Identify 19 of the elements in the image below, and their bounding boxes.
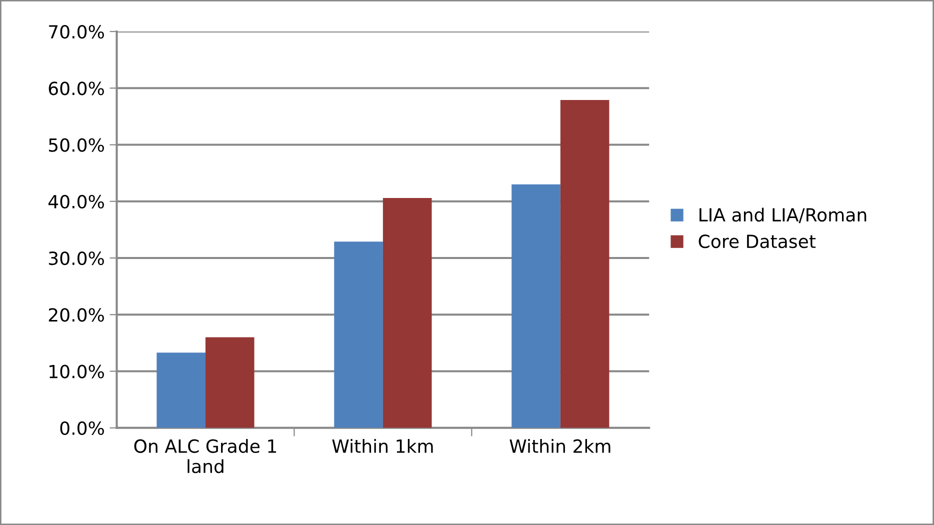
y-tick-label: 20.0% bbox=[48, 308, 104, 322]
x-tick-label: On ALC Grade 1 land bbox=[134, 438, 276, 474]
legend-label: Core Dataset bbox=[698, 234, 816, 248]
y-tick-label: 60.0% bbox=[48, 82, 104, 96]
bar bbox=[382, 198, 432, 428]
bar bbox=[512, 184, 560, 428]
y-tick-label: 40.0% bbox=[48, 194, 104, 208]
x-tick-label: Within 2km bbox=[510, 438, 610, 453]
bar bbox=[334, 242, 383, 428]
y-tick-label: 50.0% bbox=[48, 138, 104, 152]
legend-label: LIA and LIA/Roman bbox=[700, 208, 866, 224]
bar bbox=[560, 100, 610, 428]
y-tick-label: 0.0% bbox=[60, 421, 104, 435]
y-tick-label: 70.0% bbox=[49, 24, 104, 39]
bar bbox=[205, 337, 254, 428]
y-tick-label: 30.0% bbox=[48, 251, 104, 266]
bar bbox=[156, 352, 206, 428]
y-tick-label: 10.0% bbox=[50, 364, 104, 378]
x-tick-label: Within 1km bbox=[332, 438, 433, 453]
